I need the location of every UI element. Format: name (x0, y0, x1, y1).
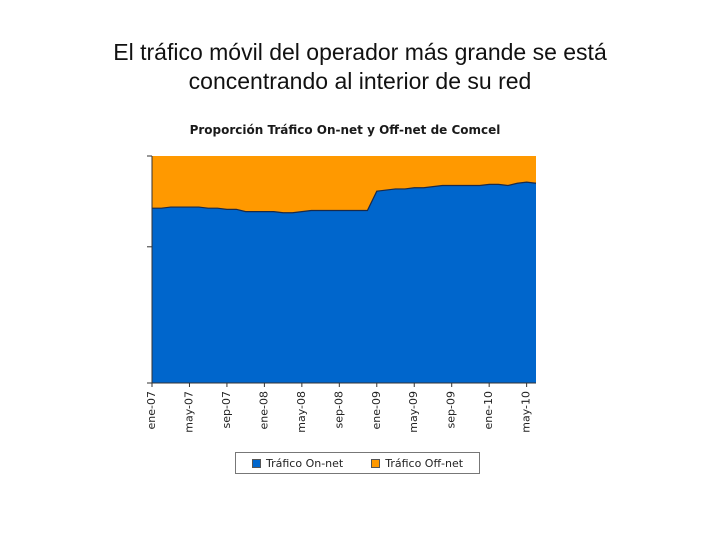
x-tick-label-ene-07: ene-07 (145, 391, 158, 429)
x-tick-label-ene-10: ene-10 (482, 391, 495, 429)
area-off-net (152, 156, 536, 213)
x-tick-label-may-09: may-09 (407, 391, 420, 433)
area-on-net (152, 182, 536, 383)
slide-title: El tráfico móvil del operador más grande… (60, 38, 660, 96)
legend-swatch-on-net (252, 458, 261, 468)
x-tick-label-sep-07: sep-07 (220, 391, 233, 428)
x-tick-label-sep-09: sep-09 (445, 391, 458, 428)
series-line-on-net (152, 181, 537, 214)
x-tick-label-ene-09: ene-09 (370, 391, 383, 429)
legend-label-off-net: Tráfico Off-net (385, 456, 464, 470)
x-tick-label-sep-08: sep-08 (332, 391, 345, 428)
slide-title-line-1: El tráfico móvil del operador más grande… (113, 39, 607, 65)
chart-title: Proporción Tráfico On-net y Off-net de C… (189, 123, 501, 137)
slide-title-line-2: concentrando al interior de su red (188, 68, 532, 94)
chart-legend: Tráfico On-net Tráfico Off-net (235, 452, 480, 474)
x-tick-label-may-10: may-10 (520, 391, 533, 433)
x-tick-label-ene-08: ene-08 (257, 391, 270, 429)
legend-label-on-net: Tráfico On-net (266, 456, 344, 470)
legend-item-off-net: Tráfico Off-net (371, 457, 463, 470)
legend-item-on-net: Tráfico On-net (252, 457, 343, 470)
legend-swatch-off-net (371, 458, 381, 468)
x-tick-label-may-08: may-08 (295, 391, 308, 433)
x-tick-label-may-07: may-07 (182, 391, 195, 433)
